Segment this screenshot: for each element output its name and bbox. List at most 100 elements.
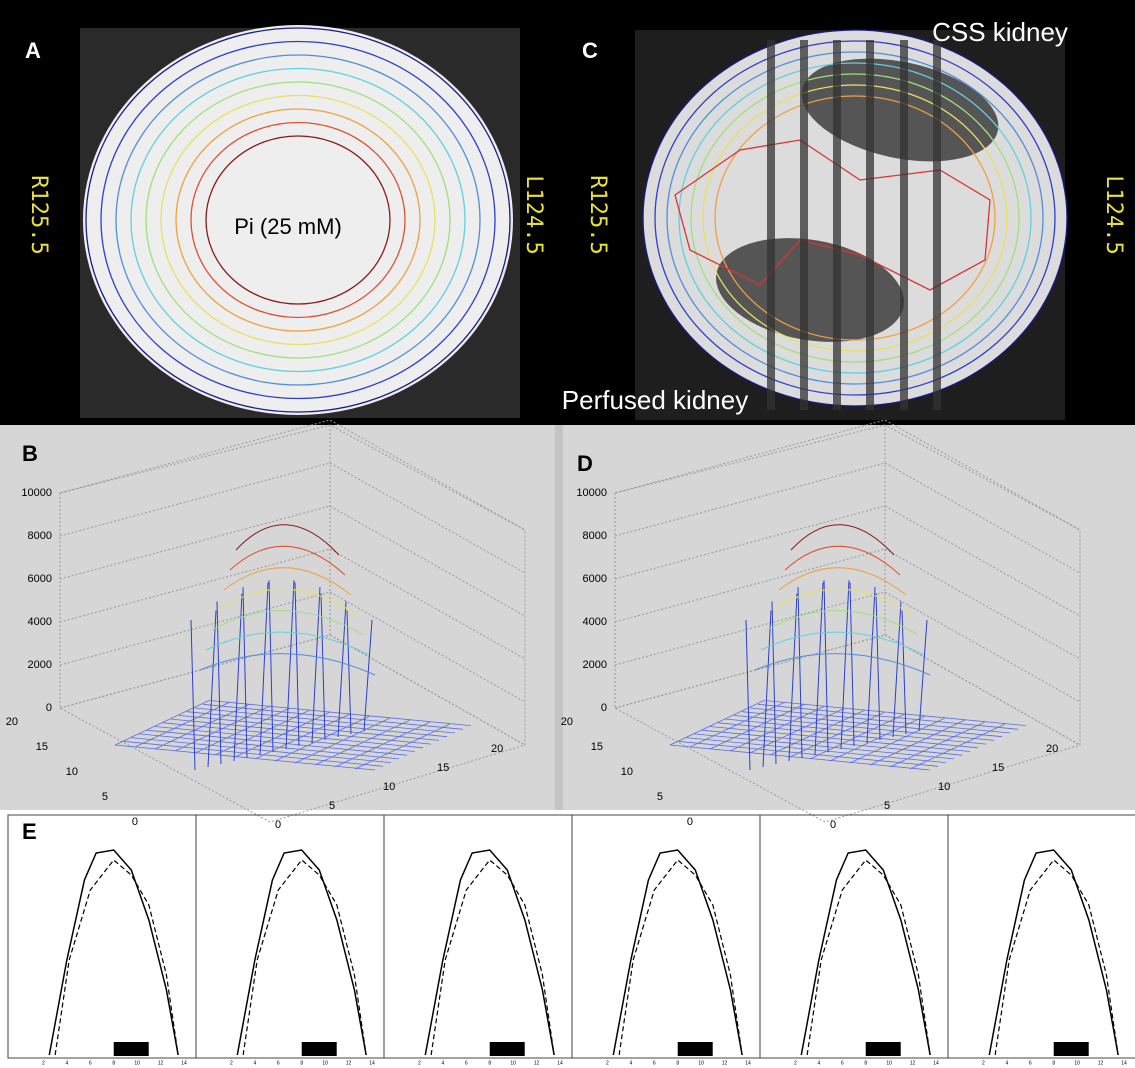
mesh — [186, 711, 448, 738]
annotation: Pi (25 mM) — [234, 214, 342, 239]
profile-panel: E 2 4 6 8 10 12 14 2 4 6 8 10 12 14 2 4 6 8 10 12 14 2 4 6 8 10 12… — [7, 814, 1135, 1066]
x-tick-label: 14 — [933, 1060, 939, 1066]
x-tick-label: 6 — [653, 1060, 656, 1066]
x-tick-label: 2 — [982, 1060, 985, 1066]
x-tick-label: 10 — [134, 1060, 140, 1066]
y-tick-label: 0 — [687, 816, 693, 828]
mesh — [709, 726, 971, 752]
wire — [892, 601, 902, 738]
profile-dashed — [54, 859, 179, 1056]
mesh — [114, 744, 376, 771]
grid-line — [614, 419, 1081, 531]
wire — [784, 545, 901, 576]
x-tick-label: 15 — [992, 762, 1004, 774]
grid-line — [59, 505, 526, 617]
mesh — [741, 711, 1003, 738]
wire — [294, 582, 300, 747]
grid-line — [59, 462, 526, 574]
profile-solid — [236, 849, 367, 1056]
grid-line — [59, 548, 526, 660]
x-tick-label: 10 — [886, 1060, 892, 1066]
mesh — [749, 707, 1011, 734]
profile-solid — [800, 849, 931, 1056]
bar — [677, 1042, 713, 1056]
surface-plot: D 0 2000 4000 6000 8000 10000 0 5 10 15 20 0 5 10 15 20 — [561, 419, 1081, 831]
profile-solid — [612, 849, 743, 1056]
x-tick-label: 10 — [383, 781, 395, 793]
wire — [211, 610, 364, 636]
x-tick-label: 10 — [938, 781, 950, 793]
mesh — [114, 699, 211, 746]
y-tick-label: 20 — [6, 716, 18, 728]
x-tick-label: 14 — [181, 1060, 187, 1066]
x-tick-label: 20 — [1046, 743, 1058, 755]
z-tick-label: 6000 — [28, 573, 52, 585]
wire — [337, 601, 347, 738]
grid-line — [614, 505, 1081, 617]
slices — [767, 40, 941, 410]
wire — [190, 619, 196, 771]
wire — [217, 588, 358, 616]
kidney — [716, 238, 904, 342]
x-tick-label: 8 — [864, 1060, 867, 1066]
wire — [778, 567, 907, 596]
x-tick-label: 10 — [510, 1060, 516, 1066]
x-tick-label: 2 — [230, 1060, 233, 1066]
wire — [788, 593, 798, 762]
mesh — [210, 700, 472, 726]
mesh — [154, 726, 416, 752]
contour — [190, 121, 406, 319]
x-tick-label: 14 — [557, 1060, 563, 1066]
mesh — [130, 737, 392, 763]
x-tick-label: 8 — [1052, 1060, 1055, 1066]
bar — [1053, 1042, 1089, 1056]
mesh — [685, 737, 947, 763]
wire — [233, 593, 243, 762]
mesh — [669, 744, 931, 771]
wire — [229, 545, 346, 576]
contour — [100, 40, 496, 400]
bar — [113, 1042, 149, 1056]
x-tick-label: 2 — [418, 1060, 421, 1066]
x-tick-label: 5 — [884, 800, 890, 812]
x-tick-label: 12 — [534, 1060, 540, 1066]
y-tick-label: 10 — [66, 766, 78, 778]
wire — [760, 631, 925, 656]
mesh — [146, 729, 408, 756]
y-tick-label: 20 — [561, 716, 573, 728]
x-tick-label: 4 — [1005, 1060, 1008, 1066]
mesh — [733, 715, 995, 741]
contour — [642, 29, 1068, 407]
x-tick-label: 2 — [606, 1060, 609, 1066]
x-tick-label: 12 — [722, 1060, 728, 1066]
panel-label: A — [25, 38, 41, 63]
contour — [115, 54, 481, 386]
grid-line — [614, 548, 1081, 660]
mesh — [701, 729, 963, 756]
z-tick-label: 2000 — [28, 659, 52, 671]
wire — [207, 610, 217, 768]
contour — [175, 108, 421, 332]
grid-line — [614, 591, 1081, 703]
contour — [205, 135, 391, 305]
profile-solid — [48, 849, 179, 1056]
wire — [849, 582, 855, 747]
wire — [320, 593, 326, 741]
side-label: R125.5 — [585, 175, 610, 254]
x-tick-label: 10 — [322, 1060, 328, 1066]
x-tick-label: 2 — [42, 1060, 45, 1066]
y-tick-label: 0 — [132, 816, 138, 828]
wire — [216, 601, 222, 765]
wire — [797, 587, 803, 759]
z-tick-label: 0 — [46, 702, 52, 714]
wire — [771, 601, 777, 765]
grid-line — [614, 462, 1081, 574]
z-tick-label: 0 — [601, 702, 607, 714]
mesh — [194, 707, 456, 734]
mesh — [677, 740, 939, 767]
wire — [285, 580, 295, 750]
z-tick-label: 4000 — [583, 616, 607, 628]
wire — [918, 619, 928, 732]
caption: Perfused kidney — [562, 385, 748, 415]
